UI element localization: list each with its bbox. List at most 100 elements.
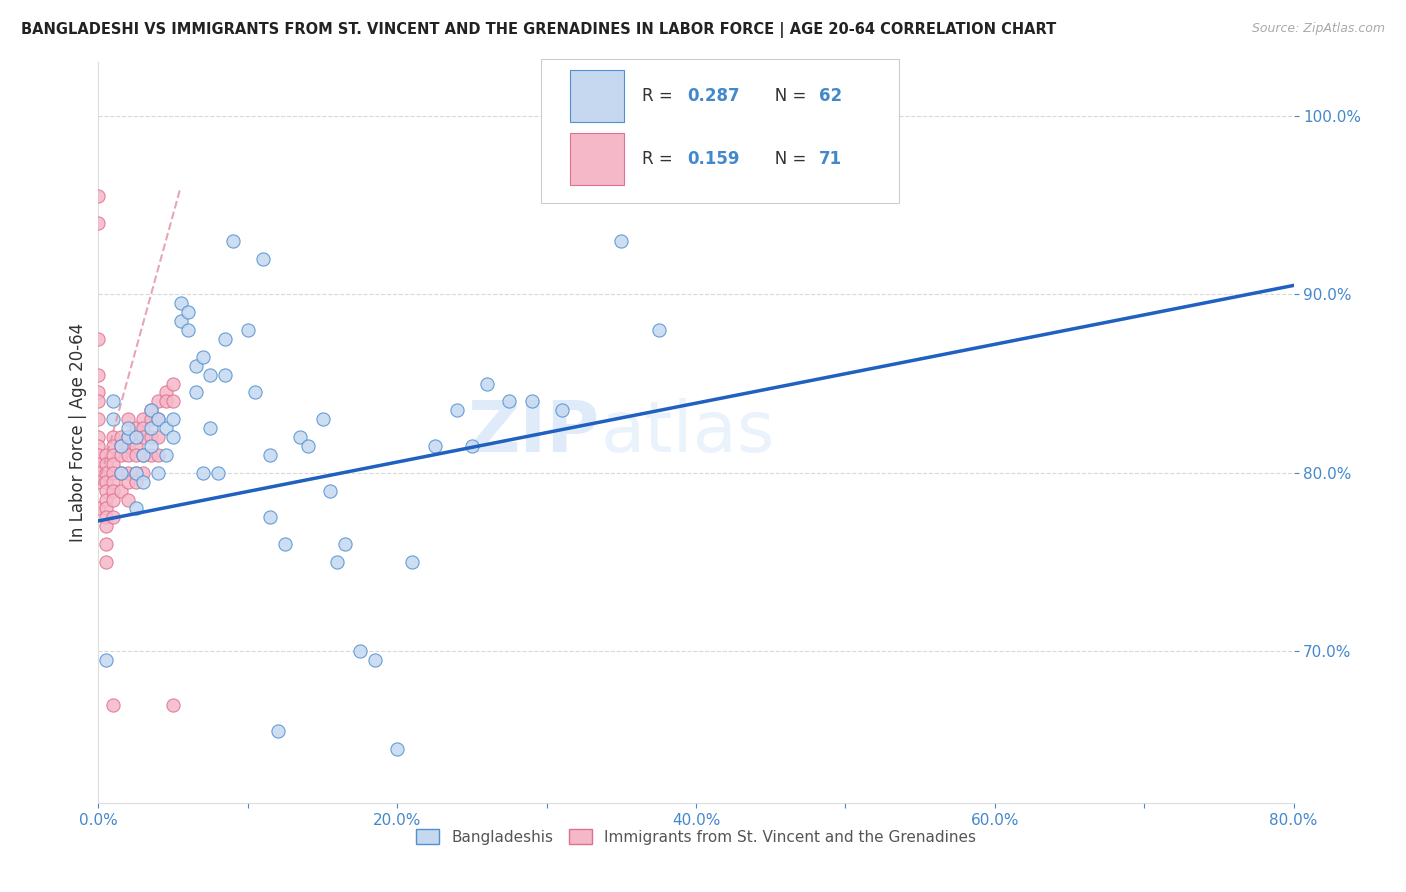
Point (259, 510, 281, 524)
Point (117, 430, 139, 444)
Point (139, 430, 162, 444)
Point (87, 332, 110, 346)
Point (87, 394, 110, 409)
Point (103, 483, 125, 498)
Point (110, 466, 132, 480)
Point (319, 483, 342, 498)
Point (139, 412, 162, 426)
Point (446, 403, 468, 417)
Point (475, 376, 498, 391)
Point (87, 501, 110, 516)
Point (94, 483, 117, 498)
Point (148, 466, 170, 480)
Point (125, 448, 148, 462)
Point (117, 430, 139, 444)
Point (184, 359, 207, 373)
Point (117, 421, 139, 435)
Point (385, 742, 409, 756)
Bar (571, 133, 624, 185)
Point (94, 466, 117, 480)
Point (125, 466, 148, 480)
Point (214, 368, 236, 382)
Point (169, 296, 191, 310)
Y-axis label: In Labor Force | Age 20-64: In Labor Force | Age 20-64 (69, 323, 87, 542)
Point (139, 403, 162, 417)
Point (94, 448, 117, 462)
Point (184, 385, 207, 400)
Point (117, 475, 139, 489)
Point (103, 448, 125, 462)
Point (132, 421, 155, 435)
Point (550, 403, 572, 417)
Point (94, 519, 117, 533)
Point (139, 421, 162, 435)
Point (207, 466, 229, 480)
Point (162, 412, 184, 426)
Point (274, 537, 297, 551)
Point (139, 448, 162, 462)
Point (87, 430, 110, 444)
Point (87, 412, 110, 426)
Point (162, 430, 184, 444)
Point (200, 368, 222, 382)
Point (103, 698, 125, 712)
Point (125, 421, 148, 435)
Point (252, 252, 274, 266)
Point (297, 439, 319, 453)
Point (461, 439, 484, 453)
Point (132, 430, 155, 444)
Point (311, 412, 333, 426)
Point (117, 448, 139, 462)
Point (117, 439, 139, 453)
Point (245, 385, 267, 400)
Point (148, 448, 170, 462)
Point (110, 483, 132, 498)
Text: ZIP: ZIP (468, 398, 600, 467)
Point (87, 448, 110, 462)
Point (87, 368, 110, 382)
Point (103, 466, 125, 480)
Text: Source: ZipAtlas.com: Source: ZipAtlas.com (1251, 22, 1385, 36)
Point (103, 439, 125, 453)
Point (155, 448, 177, 462)
Point (132, 466, 155, 480)
Point (125, 501, 148, 516)
Text: BANGLADESHI VS IMMIGRANTS FROM ST. VINCENT AND THE GRENADINES IN LABOR FORCE | A: BANGLADESHI VS IMMIGRANTS FROM ST. VINCE… (21, 22, 1056, 38)
Point (139, 403, 162, 417)
Point (222, 234, 245, 248)
Point (236, 323, 259, 337)
Text: N =: N = (759, 87, 811, 104)
Point (132, 448, 155, 462)
Point (333, 537, 356, 551)
Point (117, 466, 139, 480)
Point (148, 412, 170, 426)
Point (288, 430, 311, 444)
Point (125, 439, 148, 453)
Point (132, 448, 155, 462)
Point (110, 439, 132, 453)
Point (139, 439, 162, 453)
Text: 62: 62 (820, 87, 842, 104)
Point (162, 698, 184, 712)
Point (103, 510, 125, 524)
Point (162, 376, 184, 391)
Point (110, 430, 132, 444)
Point (132, 475, 155, 489)
Point (87, 439, 110, 453)
Text: 0.287: 0.287 (688, 87, 740, 104)
Point (87, 189, 110, 203)
Point (94, 475, 117, 489)
Point (103, 457, 125, 471)
Point (125, 430, 148, 444)
Point (191, 466, 214, 480)
Text: 0.159: 0.159 (688, 150, 740, 168)
Point (423, 439, 446, 453)
Point (177, 323, 200, 337)
Point (125, 466, 148, 480)
Point (117, 412, 139, 426)
Text: R =: R = (643, 87, 678, 104)
Text: R =: R = (643, 150, 678, 168)
Point (364, 653, 387, 667)
Point (110, 448, 132, 462)
Point (148, 430, 170, 444)
